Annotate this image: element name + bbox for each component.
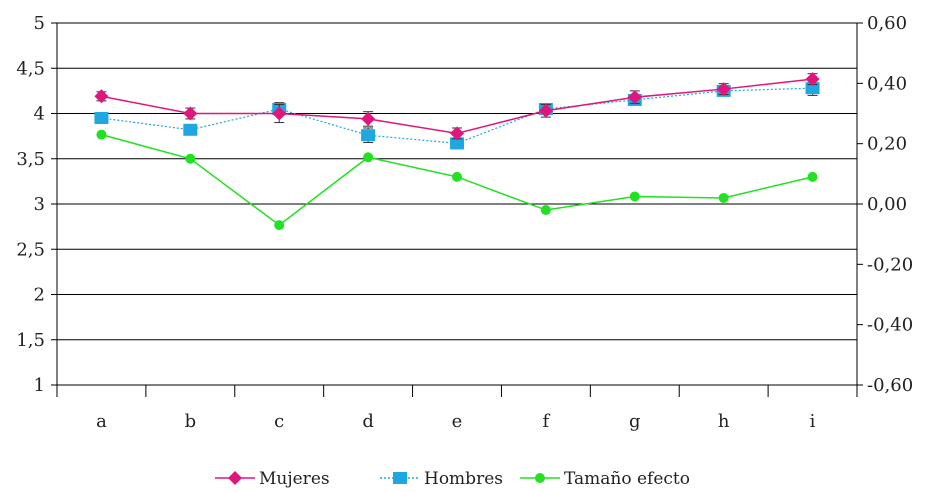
legend-marker [393, 472, 407, 484]
data-point [805, 82, 820, 95]
data-point [94, 112, 109, 125]
data-point [807, 171, 818, 182]
data-point [96, 129, 107, 140]
right-tick-label: -0,40 [867, 315, 913, 336]
legend-marker [228, 471, 242, 485]
left-tick-label: 2,5 [16, 239, 45, 260]
data-point [538, 103, 553, 118]
x-tick-label: f [543, 411, 551, 432]
series-0 [94, 72, 820, 141]
data-point [183, 106, 198, 121]
data-point [361, 129, 376, 142]
left-tick-label: 5 [34, 13, 45, 34]
right-tick-label: 0,20 [867, 134, 907, 155]
right-tick-label: 0,40 [867, 73, 907, 94]
data-point [363, 152, 374, 163]
x-axis-ticks: a b c d e f g h i [56, 385, 858, 432]
right-tick-label: -0,60 [867, 375, 913, 396]
data-point [183, 123, 198, 136]
series-2 [96, 129, 818, 231]
data-point [452, 171, 462, 182]
right-tick-label: 0,00 [867, 194, 907, 215]
x-tick-label: d [362, 411, 374, 432]
legend-label: Tamaño efecto [564, 469, 690, 489]
series-layer [94, 72, 820, 231]
right-tick-label: -0,20 [867, 254, 913, 275]
data-point [629, 191, 640, 202]
left-tick-label: 1 [34, 375, 45, 396]
right-tick-label: 0,60 [867, 13, 907, 34]
data-point [185, 153, 196, 164]
x-tick-label: g [629, 411, 641, 432]
data-point [450, 137, 464, 150]
x-tick-label: i [810, 411, 816, 432]
series-line [101, 87, 813, 144]
legend-item-2: Tamaño efecto [520, 469, 690, 489]
left-tick-label: 3,5 [16, 149, 45, 170]
x-tick-label: h [718, 411, 730, 432]
data-point [805, 72, 820, 87]
legend: Mujeres Hombres Tamaño efecto [215, 469, 690, 489]
right-axis-ticks: -0,60 -0,40 -0,20 0,00 0,20 0,40 0,60 [857, 13, 913, 396]
left-tick-label: 1,5 [16, 330, 45, 351]
legend-item-1: Hombres [380, 469, 503, 489]
data-point [627, 90, 642, 105]
data-point [272, 106, 287, 121]
legend-label: Mujeres [259, 469, 330, 489]
left-axis-ticks: 1 1,5 2 2,5 3 3,5 4 4,5 5 [16, 13, 57, 396]
x-tick-label: e [452, 411, 463, 432]
left-tick-label: 4 [34, 104, 45, 125]
data-point [540, 205, 551, 216]
data-point [716, 82, 731, 97]
x-tick-label: b [185, 411, 197, 432]
legend-marker [535, 473, 545, 483]
data-point [274, 220, 285, 231]
left-tick-label: 2 [34, 285, 45, 306]
x-tick-label: a [96, 411, 107, 432]
data-point [361, 111, 376, 126]
x-tick-label: c [274, 411, 284, 432]
left-tick-label: 3 [34, 194, 45, 215]
data-point [718, 192, 729, 203]
data-point [450, 126, 464, 141]
legend-item-0: Mujeres [215, 469, 330, 489]
legend-label: Hombres [424, 469, 503, 489]
data-point [94, 89, 109, 104]
left-tick-label: 4,5 [16, 58, 45, 79]
